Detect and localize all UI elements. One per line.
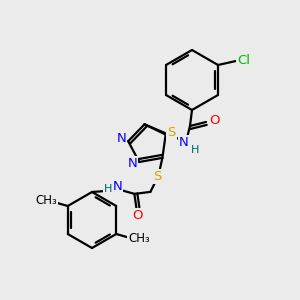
Text: N: N xyxy=(128,158,137,170)
Text: H: H xyxy=(104,184,112,194)
Text: O: O xyxy=(209,115,219,128)
Text: S: S xyxy=(167,126,176,139)
Text: N: N xyxy=(116,132,126,145)
Text: O: O xyxy=(132,209,142,222)
Text: N: N xyxy=(179,136,189,149)
Text: CH₃: CH₃ xyxy=(128,232,150,245)
Text: H: H xyxy=(191,145,199,155)
Text: N: N xyxy=(112,180,122,194)
Text: Cl: Cl xyxy=(238,53,250,67)
Text: S: S xyxy=(153,170,162,183)
Text: CH₃: CH₃ xyxy=(35,194,57,208)
